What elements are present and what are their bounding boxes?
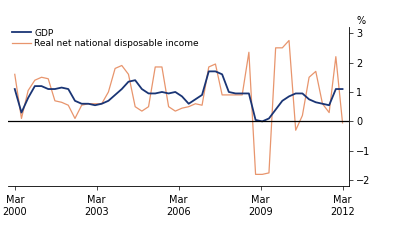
Text: %: % [356,16,365,26]
Legend: GDP, Real net national disposable income: GDP, Real net national disposable income [12,29,199,48]
